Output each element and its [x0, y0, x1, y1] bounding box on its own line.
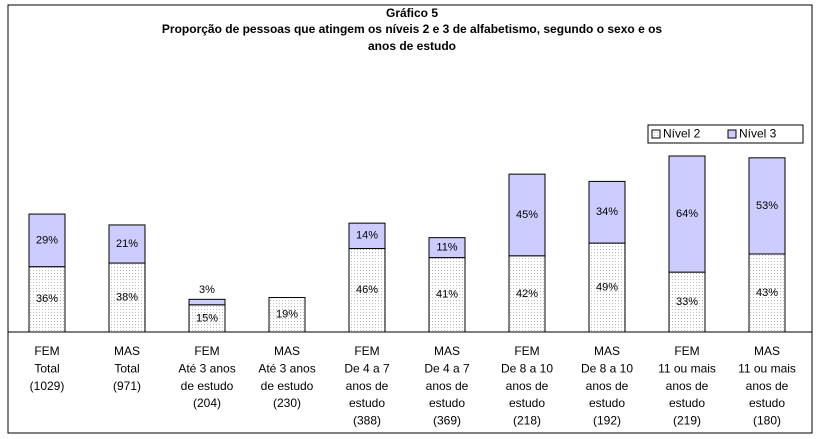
x-tick-label: estudo [349, 396, 385, 410]
data-label: 38% [116, 291, 138, 303]
x-tick-label: FEM [514, 344, 539, 358]
x-tick-label: (1029) [30, 379, 65, 393]
data-label: 3% [199, 284, 215, 296]
x-tick-label: MAS [274, 344, 300, 358]
x-tick-label: 11 ou mais [738, 361, 796, 375]
x-tick-label: anos de [506, 379, 549, 393]
bar-segment [508, 255, 546, 333]
x-tick-label: MAS [754, 344, 780, 358]
data-label: 41% [436, 289, 458, 301]
data-label: 15% [196, 312, 218, 324]
x-tick-label: (369) [433, 413, 461, 427]
data-label: 14% [356, 230, 378, 242]
data-label: 43% [756, 287, 778, 299]
data-label: 33% [676, 296, 698, 308]
data-label: 53% [756, 200, 778, 212]
x-tick-label: estudo [589, 396, 625, 410]
x-tick-label: anos de [586, 379, 629, 393]
x-tick-label: anos de [746, 379, 789, 393]
legend-label: Nível 3 [739, 127, 777, 141]
x-tick-label: (180) [753, 413, 781, 427]
bar-segment [588, 180, 626, 244]
x-tick-label: Até 3 anos [258, 361, 315, 375]
bar-segment [348, 248, 386, 333]
chart-subtitle: anos de estudo [368, 39, 456, 53]
bar-segment [668, 271, 706, 333]
bar-segment [188, 298, 226, 306]
data-label: 21% [116, 238, 138, 250]
bar-segment [588, 242, 626, 333]
x-tick-label: (388) [353, 413, 381, 427]
x-tick-label: Total [114, 361, 139, 375]
bar-segment [508, 173, 546, 257]
chart-title: Gráfico 5 [386, 6, 438, 20]
bar-segment [108, 262, 146, 333]
x-tick-label: FEM [194, 344, 219, 358]
bar-segment [668, 155, 706, 273]
data-label: 34% [596, 206, 618, 218]
x-tick-label: anos de [666, 379, 709, 393]
x-tick-label: MAS [114, 344, 140, 358]
legend-swatch [727, 129, 737, 139]
x-tick-label: FEM [354, 344, 379, 358]
data-label: 64% [676, 208, 698, 220]
x-tick-label: 11 ou mais [658, 361, 716, 375]
x-tick-label: MAS [594, 344, 620, 358]
x-tick-label: estudo [669, 396, 705, 410]
data-label: 45% [516, 209, 538, 221]
x-tick-label: Total [34, 361, 59, 375]
x-tick-label: De 8 a 10 [501, 361, 553, 375]
data-label: 11% [436, 242, 457, 254]
x-tick-label: estudo [749, 396, 785, 410]
x-tick-label: De 4 a 7 [344, 361, 390, 375]
legend-swatch [651, 129, 661, 139]
bar-segment [748, 157, 786, 255]
data-label: 29% [36, 234, 58, 246]
data-label: 42% [516, 288, 538, 300]
x-tick-label: de estudo [261, 379, 314, 393]
bar-segment [748, 253, 786, 333]
bar-segment [268, 297, 306, 333]
x-tick-label: De 8 a 10 [581, 361, 633, 375]
x-tick-label: anos de [426, 379, 469, 393]
x-tick-label: FEM [34, 344, 59, 358]
x-tick-label: estudo [429, 396, 465, 410]
x-tick-label: (192) [593, 413, 621, 427]
legend-box [647, 124, 804, 144]
x-tick-label: anos de [346, 379, 389, 393]
x-tick-label: MAS [434, 344, 460, 358]
x-tick-label: (230) [273, 396, 301, 410]
bar-segment [108, 224, 146, 264]
x-tick-label: De 4 a 7 [424, 361, 470, 375]
data-label: 36% [36, 293, 58, 305]
legend-label: Nível 2 [663, 127, 701, 141]
x-tick-label: (218) [513, 413, 541, 427]
x-tick-label: FEM [674, 344, 699, 358]
x-tick-label: estudo [509, 396, 545, 410]
data-label: 46% [356, 284, 378, 296]
bar-segment [348, 222, 386, 250]
x-tick-label: (219) [673, 413, 701, 427]
x-tick-label: de estudo [181, 379, 234, 393]
data-label: 19% [276, 309, 298, 321]
x-tick-label: (204) [193, 396, 221, 410]
chart-subtitle: Proporção de pessoas que atingem os níve… [162, 22, 662, 36]
bar-segment [428, 237, 466, 259]
x-tick-label: (971) [113, 379, 141, 393]
bar-segment [28, 266, 66, 333]
data-label: 49% [596, 281, 618, 293]
bar-segment [28, 213, 66, 268]
x-tick-label: Até 3 anos [178, 361, 235, 375]
